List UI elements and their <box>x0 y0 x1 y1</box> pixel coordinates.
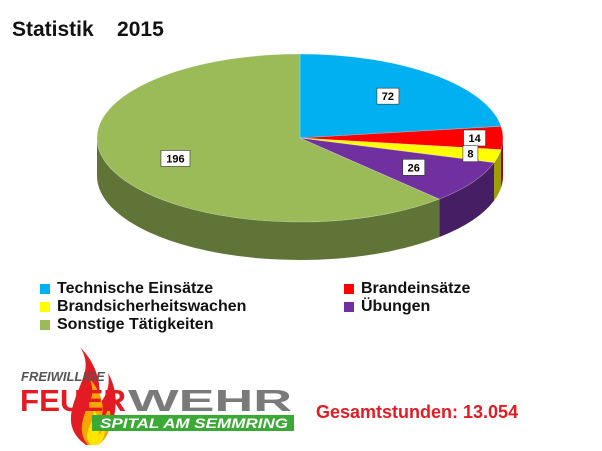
logo-line3: SPITAL AM SEMMRING <box>100 415 288 431</box>
feuerwehr-logo: FREIWILLIGE FEUER WEHR SPITAL AM SEMMRIN… <box>20 347 294 445</box>
logo-word-feuer: FEUER <box>20 383 126 418</box>
legend-item-sicherheit: Brandsicherheitswachen <box>40 298 246 316</box>
pie-side-brandsicherheitswachen <box>494 149 502 201</box>
pie-chart: 72 14 8 26 196 <box>96 53 504 260</box>
svg-text:26: 26 <box>408 162 420 174</box>
svg-text:72: 72 <box>382 91 394 103</box>
legend-swatch <box>40 320 50 330</box>
svg-text:14: 14 <box>468 133 481 145</box>
legend-label: Brandeinsätze <box>361 280 471 297</box>
svg-text:8: 8 <box>467 149 473 161</box>
legend-swatch <box>40 284 50 294</box>
pie-labels: 72 14 8 26 196 <box>160 87 486 176</box>
logo-green-bar <box>92 415 294 431</box>
legend-label: Brandsicherheitswachen <box>57 298 247 315</box>
data-label-brandeinsa-tze: 14 <box>463 129 486 147</box>
legend-label: Technische Einsätze <box>57 280 214 297</box>
legend-item-uebungen: Übungen <box>344 298 430 316</box>
logo-line1: FREIWILLIGE <box>21 369 105 384</box>
pie-tops <box>96 53 504 223</box>
pie-slice-technische-einsa-tze <box>299 53 502 139</box>
legend-item-technische: Technische Einsätze <box>40 280 213 298</box>
pie-slice-sonstige-ta-tigkeiten <box>96 53 440 223</box>
legend-swatch <box>344 284 354 294</box>
pie-side-u-bungen <box>439 162 495 238</box>
data-label-technische-einsa-tze: 72 <box>376 87 400 105</box>
total-hours: Gesamtstunden: 13.054 <box>316 402 519 422</box>
legend-item-sonstige: Sonstige Tätigkeiten <box>40 316 213 334</box>
pie-side-brandeinsa-tze <box>501 138 503 188</box>
pie-side-sonstige-ta-tigkeiten <box>97 138 440 260</box>
legend-label: Sonstige Tätigkeiten <box>57 316 214 333</box>
legend-swatch <box>344 302 354 312</box>
data-label-u-bungen: 26 <box>402 158 426 176</box>
pie-slice-brandsicherheitswachen <box>299 137 502 164</box>
chart-title: Statistik 2015 <box>12 18 164 41</box>
pie-slice-brandeinsa-tze <box>299 126 504 150</box>
pie-slice-u-bungen <box>299 137 495 200</box>
data-label-sonstige-ta-tigkeiten: 196 <box>160 150 191 167</box>
data-label-brandsicherheitswachen: 8 <box>462 145 479 162</box>
legend-swatch <box>40 302 50 312</box>
legend-label: Übungen <box>361 298 431 315</box>
legend-item-brand: Brandeinsätze <box>344 280 470 298</box>
pie-sides <box>97 138 503 260</box>
logo-word-wehr: WEHR <box>128 383 292 418</box>
svg-text:196: 196 <box>166 153 184 165</box>
